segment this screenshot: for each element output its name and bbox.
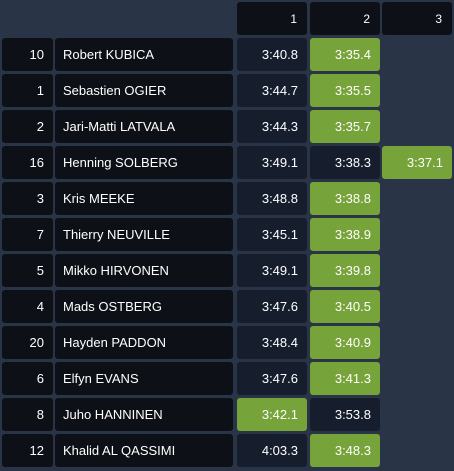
stage-time: 3:49.1: [237, 146, 307, 179]
best-stage-time: 3:41.3: [310, 362, 380, 395]
driver-name: Thierry NEUVILLE: [55, 218, 233, 251]
driver-name: Mikko HIRVONEN: [55, 254, 233, 287]
table-row[interactable]: 20 Hayden PADDON 3:48.4 3:40.9: [0, 326, 454, 359]
driver-name: Kris MEEKE: [55, 182, 233, 215]
column-header-3: 3: [382, 2, 452, 35]
driver-position: 7: [2, 218, 53, 251]
best-stage-time: 3:40.5: [310, 290, 380, 323]
stage-time: 3:48.4: [237, 326, 307, 359]
stage-time: 3:44.7: [237, 74, 307, 107]
table-row[interactable]: 12 Khalid AL QASSIMI 4:03.3 3:48.3: [0, 434, 454, 467]
table-row[interactable]: 3 Kris MEEKE 3:48.8 3:38.8: [0, 182, 454, 215]
driver-name: Robert KUBICA: [55, 38, 233, 71]
table-row[interactable]: 6 Elfyn EVANS 3:47.6 3:41.3: [0, 362, 454, 395]
table-row[interactable]: 4 Mads OSTBERG 3:47.6 3:40.5: [0, 290, 454, 323]
table-row[interactable]: 8 Juho HANNINEN 3:42.1 3:53.8: [0, 398, 454, 431]
stage-time: 3:45.1: [237, 218, 307, 251]
best-stage-time: 3:35.7: [310, 110, 380, 143]
driver-name: Elfyn EVANS: [55, 362, 233, 395]
table-row[interactable]: 16 Henning SOLBERG 3:49.1 3:38.3 3:37.1: [0, 146, 454, 179]
driver-name: Khalid AL QASSIMI: [55, 434, 233, 467]
best-stage-time: 3:37.1: [382, 146, 452, 179]
stage-time: 3:44.3: [237, 110, 307, 143]
driver-name: Mads OSTBERG: [55, 290, 233, 323]
driver-name: Sebastien OGIER: [55, 74, 233, 107]
stage-time: 3:48.8: [237, 182, 307, 215]
driver-position: 1: [2, 74, 53, 107]
driver-position: 5: [2, 254, 53, 287]
stage-time: 3:47.6: [237, 362, 307, 395]
column-header-1: 1: [237, 2, 307, 35]
stage-time: 4:03.3: [237, 434, 307, 467]
table-row[interactable]: 2 Jari-Matti LATVALA 3:44.3 3:35.7: [0, 110, 454, 143]
table-row[interactable]: 7 Thierry NEUVILLE 3:45.1 3:38.9: [0, 218, 454, 251]
driver-name: Juho HANNINEN: [55, 398, 233, 431]
driver-position: 20: [2, 326, 53, 359]
driver-position: 4: [2, 290, 53, 323]
stage-time: 3:53.8: [310, 398, 380, 431]
driver-position: 8: [2, 398, 53, 431]
best-stage-time: 3:35.5: [310, 74, 380, 107]
driver-position: 16: [2, 146, 53, 179]
best-stage-time: 3:42.1: [237, 398, 307, 431]
best-stage-time: 3:38.8: [310, 182, 380, 215]
best-stage-time: 3:39.8: [310, 254, 380, 287]
best-stage-time: 3:40.9: [310, 326, 380, 359]
driver-position: 2: [2, 110, 53, 143]
driver-position: 10: [2, 38, 53, 71]
best-stage-time: 3:38.9: [310, 218, 380, 251]
best-stage-time: 3:35.4: [310, 38, 380, 71]
column-header-2: 2: [310, 2, 380, 35]
stage-time: 3:38.3: [310, 146, 380, 179]
table-row[interactable]: 1 Sebastien OGIER 3:44.7 3:35.5: [0, 74, 454, 107]
driver-position: 6: [2, 362, 53, 395]
stage-time: 3:49.1: [237, 254, 307, 287]
table-row[interactable]: 10 Robert KUBICA 3:40.8 3:35.4: [0, 38, 454, 71]
best-stage-time: 3:48.3: [310, 434, 380, 467]
stage-time: 3:47.6: [237, 290, 307, 323]
driver-name: Jari-Matti LATVALA: [55, 110, 233, 143]
table-row[interactable]: 5 Mikko HIRVONEN 3:49.1 3:39.8: [0, 254, 454, 287]
driver-position: 12: [2, 434, 53, 467]
driver-name: Hayden PADDON: [55, 326, 233, 359]
driver-position: 3: [2, 182, 53, 215]
driver-name: Henning SOLBERG: [55, 146, 233, 179]
stage-time: 3:40.8: [237, 38, 307, 71]
